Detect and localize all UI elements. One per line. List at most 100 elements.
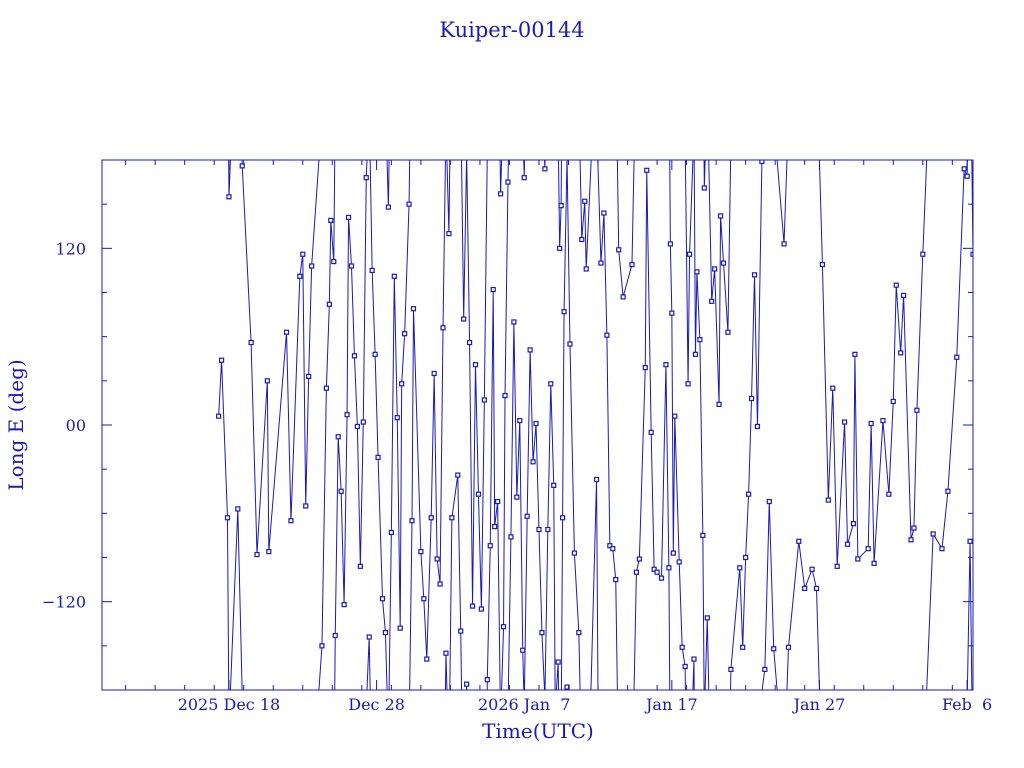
data-point [841, 419, 848, 425]
data-point [369, 267, 375, 274]
x-axis-label: Time(UTC) [482, 719, 594, 743]
data-point [319, 643, 325, 649]
data-point [654, 569, 660, 575]
data-point [492, 523, 498, 530]
data-point [930, 531, 936, 537]
data-point [545, 526, 551, 533]
data-point [593, 476, 600, 483]
data-point [809, 566, 815, 572]
data-point [850, 521, 857, 527]
data-point [461, 316, 467, 322]
data-point [551, 482, 557, 488]
data-point [379, 596, 386, 602]
data-point [813, 585, 820, 592]
data-point [449, 515, 455, 521]
data-point [406, 201, 412, 207]
y-axis-label: Long E (deg) [4, 359, 28, 490]
data-point [620, 294, 626, 300]
data-point [297, 273, 303, 279]
data-point [754, 423, 761, 430]
data-point [341, 602, 347, 608]
data-point [394, 415, 400, 421]
data-point [366, 634, 372, 640]
data-point [642, 364, 648, 371]
data-point [648, 429, 654, 435]
data-point [771, 646, 777, 652]
data-point [865, 546, 871, 552]
data-point [598, 260, 604, 266]
data-point [970, 251, 973, 257]
data-point [712, 266, 718, 272]
data-point [967, 538, 973, 544]
data-point [663, 362, 669, 368]
data-point [667, 241, 673, 247]
data-point [679, 644, 685, 650]
data-point [781, 241, 787, 247]
data-point [880, 417, 886, 424]
data-point [561, 309, 567, 315]
data-point [455, 472, 461, 478]
data-point [351, 353, 358, 359]
data-point [743, 554, 749, 561]
data-point [502, 392, 508, 399]
data-point [226, 194, 232, 200]
data-point [796, 538, 802, 544]
data-point [746, 491, 752, 497]
x-axis: 2025 Dec 18 Dec 28 2026 Jan 7 Jan 17 Jan 27 F… [125, 160, 992, 714]
x-tick-label: Jan 27 [792, 695, 846, 714]
data-point [354, 423, 360, 430]
data-point [1002, 374, 1006, 378]
data-point [651, 566, 657, 572]
data-point [579, 236, 585, 243]
data-point [785, 644, 792, 650]
data-point [629, 261, 635, 268]
x-tick-label: 2025 Dec 18 [178, 695, 281, 714]
data-point [248, 339, 254, 346]
x-tick-label: Dec 28 [348, 695, 405, 714]
data-point [802, 585, 808, 592]
data-point [472, 362, 479, 368]
data-point [345, 214, 352, 221]
data-point [558, 203, 564, 209]
data-point [536, 526, 542, 533]
data-point [466, 339, 473, 346]
data-point [868, 420, 874, 427]
data-point [961, 166, 967, 172]
data-point [495, 498, 501, 505]
data-point [980, 227, 984, 231]
data-point [469, 603, 476, 609]
data-point [766, 498, 772, 505]
data-point [500, 624, 507, 630]
data-point [521, 175, 527, 181]
data-point [235, 506, 241, 512]
plot-area [216, 160, 1021, 690]
data-point [303, 503, 309, 509]
data-point [505, 179, 511, 185]
data-point [604, 332, 610, 338]
data-point [686, 251, 693, 257]
data-point [402, 331, 408, 337]
data-point [218, 357, 225, 363]
data-point [332, 632, 338, 639]
data-point [898, 350, 904, 356]
data-point [920, 251, 926, 257]
data-point [388, 529, 394, 536]
data-point [323, 385, 329, 391]
data-point [331, 258, 337, 265]
data-point [945, 488, 951, 494]
data-point [484, 677, 490, 683]
data-point [658, 575, 665, 581]
data-point [338, 488, 344, 494]
data-point [1017, 273, 1021, 277]
data-point [893, 282, 899, 288]
data-point [328, 217, 334, 223]
data-point [676, 559, 682, 565]
data-point [636, 556, 642, 562]
data-point [458, 628, 464, 634]
data-point [996, 260, 1000, 264]
y-tick-label: 120 [55, 239, 86, 258]
data-point [613, 576, 619, 583]
data-point [694, 269, 700, 275]
data-point [399, 381, 405, 387]
